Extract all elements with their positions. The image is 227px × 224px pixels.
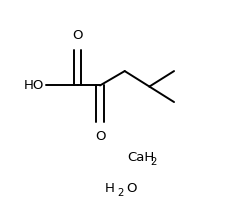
Text: O: O [95,130,105,143]
Text: O: O [126,182,136,195]
Text: HO: HO [24,79,44,92]
Text: O: O [72,29,83,42]
Text: 2: 2 [117,188,123,198]
Text: 2: 2 [151,157,157,167]
Text: H: H [104,182,114,195]
Text: CaH: CaH [127,151,154,164]
